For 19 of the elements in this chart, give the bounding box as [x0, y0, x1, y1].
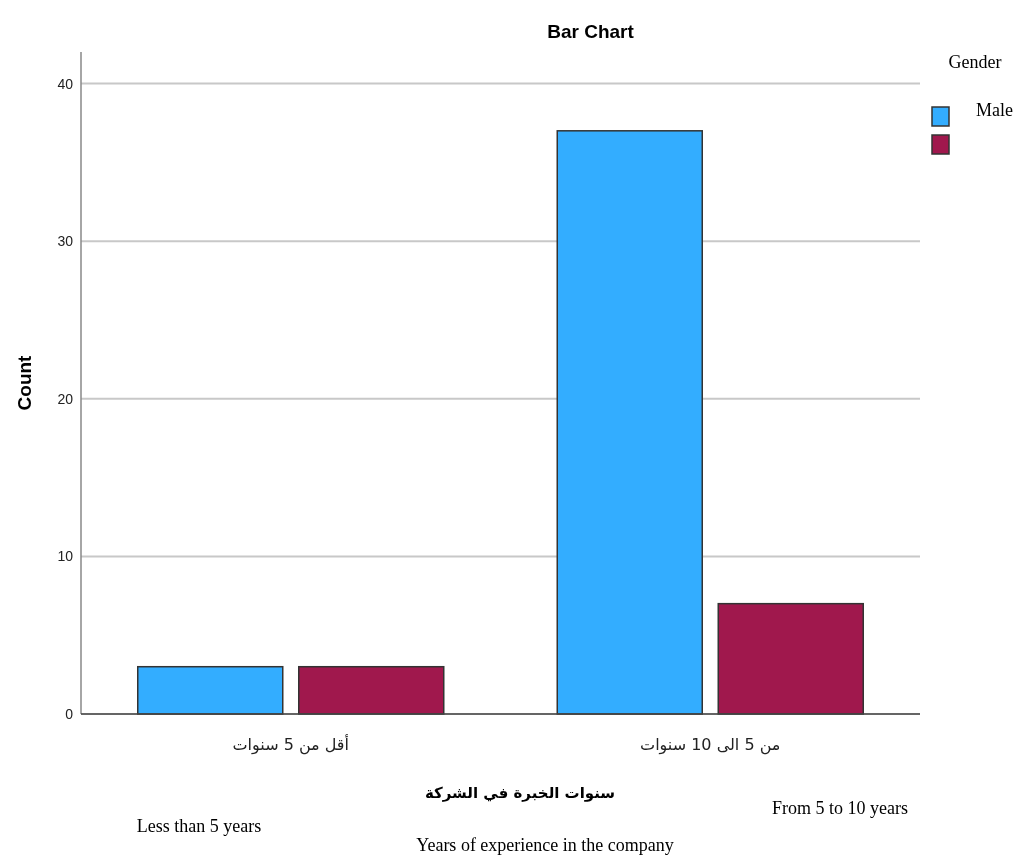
y-tick-label: 20	[57, 390, 74, 407]
y-tick-label: 40	[57, 75, 74, 92]
legend-title: Gender	[948, 52, 1002, 72]
legend-label: Male	[976, 100, 1013, 120]
y-axis-title: Count	[14, 354, 35, 411]
bar	[298, 665, 445, 715]
y-tick-label: 0	[65, 706, 74, 722]
bar	[717, 602, 864, 715]
x-tick-label: أقل من 5 سنوات	[232, 734, 349, 755]
y-tick-label: 30	[57, 233, 74, 250]
chart-title: Bar Chart	[547, 21, 635, 42]
bar	[556, 130, 703, 715]
x-tick-label: من 5 الى 10 سنوات	[640, 735, 781, 755]
x-axis-title: سنوات الخبرة في الشركة	[424, 784, 616, 802]
y-tick-label: 10	[57, 548, 74, 565]
text: Years of experience in the company	[416, 835, 674, 855]
bar	[137, 665, 284, 715]
text: Less than 5 years	[136, 816, 262, 836]
text: From 5 to 10 years	[772, 798, 908, 818]
